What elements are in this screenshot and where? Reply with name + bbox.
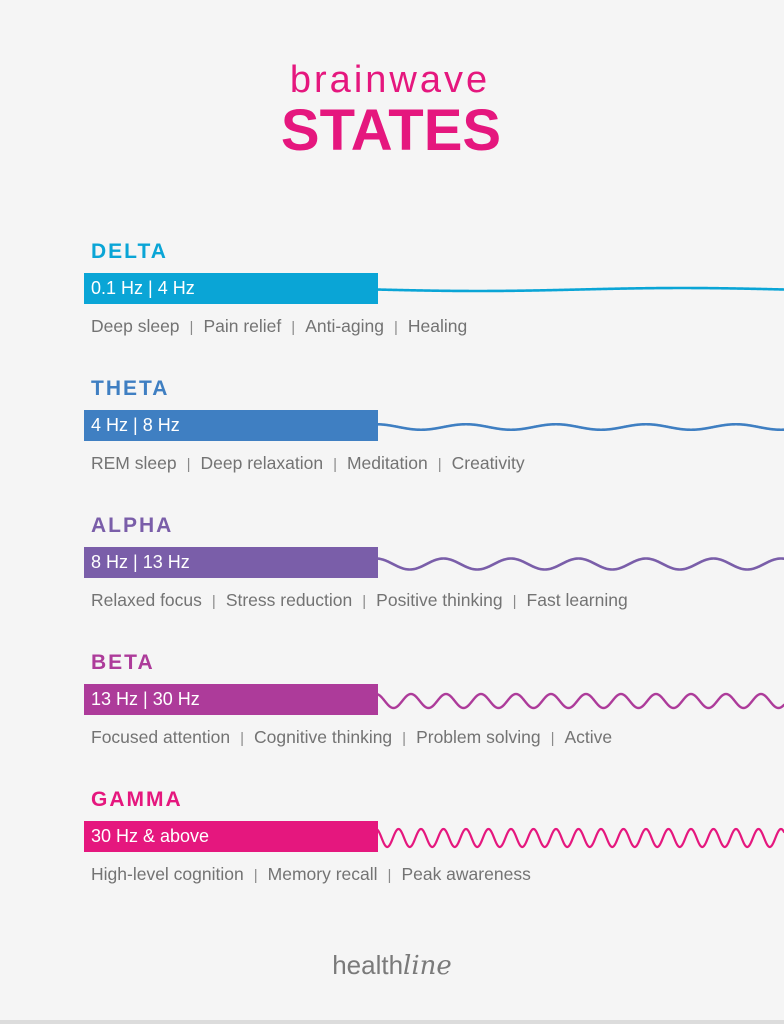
wave-svg (376, 692, 784, 710)
wave-graphic (376, 270, 784, 310)
page-title: STATES (280, 98, 502, 163)
descriptor-separator: | (550, 730, 555, 747)
band-descriptors: Relaxed focus | Stress reduction | Positive … (91, 589, 628, 613)
descriptor-separator: | (189, 319, 194, 336)
band-beta: BETA 13 Hz | 30 Hz Focused attention | Cogni… (0, 651, 784, 761)
descriptor-item: REM sleep (91, 453, 177, 473)
bottom-divider (0, 1020, 784, 1024)
band-name: THETA (91, 377, 170, 400)
wave-graphic (376, 407, 784, 447)
descriptor-separator: | (512, 593, 517, 610)
frequency-range-bar: 30 Hz & above (84, 821, 378, 852)
descriptor-item: Anti-aging (305, 316, 384, 336)
wave-svg (376, 827, 784, 849)
band-name: BETA (91, 651, 155, 674)
header: brainwave STATES (0, 58, 784, 160)
logo-text-health: health (332, 950, 404, 980)
descriptor-item: Stress reduction (225, 590, 353, 610)
descriptor-separator: | (186, 456, 191, 473)
descriptor-item: Deep sleep (91, 316, 180, 336)
descriptor-item: Pain relief (203, 316, 282, 336)
descriptor-separator: | (387, 867, 392, 884)
band-delta: DELTA 0.1 Hz | 4 Hz Deep sleep | Pain relief… (0, 240, 784, 350)
frequency-range-bar: 8 Hz | 13 Hz (84, 547, 378, 578)
descriptor-item: Creativity (451, 453, 525, 473)
descriptor-item: Focused attention (91, 727, 231, 747)
frequency-range-bar: 0.1 Hz | 4 Hz (84, 273, 378, 304)
descriptor-item: High-level cognition (91, 864, 244, 884)
band-descriptors: Focused attention | Cognitive thinking | Pro… (91, 726, 612, 750)
wave-graphic (376, 818, 784, 858)
descriptor-separator: | (253, 867, 258, 884)
descriptor-item: Active (564, 727, 613, 747)
band-descriptors: High-level cognition | Memory recall | Peak … (91, 863, 531, 887)
logo-text-line: line (403, 951, 452, 981)
band-theta: THETA 4 Hz | 8 Hz REM sleep | Deep relaxatio… (0, 377, 784, 487)
healthline-logo: healthline (0, 950, 784, 981)
wave-line (376, 557, 784, 571)
descriptor-item: Relaxed focus (91, 590, 202, 610)
band-name: GAMMA (91, 788, 183, 811)
descriptor-item: Cognitive thinking (254, 727, 393, 747)
descriptor-item: Healing (407, 316, 468, 336)
band-descriptors: REM sleep | Deep relaxation | Meditation | Cre… (91, 452, 525, 476)
band-descriptors: Deep sleep | Pain relief | Anti-aging | Healin… (91, 315, 467, 339)
frequency-range-bar: 4 Hz | 8 Hz (84, 410, 378, 441)
descriptor-item: Peak awareness (401, 864, 531, 884)
descriptor-item: Problem solving (416, 727, 541, 747)
descriptor-item: Deep relaxation (200, 453, 324, 473)
descriptor-item: Memory recall (267, 864, 378, 884)
wave-svg (376, 286, 784, 293)
descriptor-separator: | (362, 593, 367, 610)
descriptor-item: Meditation (346, 453, 428, 473)
wave-line (376, 692, 784, 710)
wave-line (376, 286, 784, 293)
wave-svg (376, 557, 784, 571)
descriptor-separator: | (402, 730, 407, 747)
wave-graphic (376, 544, 784, 584)
descriptor-separator: | (211, 593, 216, 610)
wave-graphic (376, 681, 784, 721)
descriptor-item: Positive thinking (376, 590, 503, 610)
title-subtitle: brainwave (289, 59, 491, 101)
band-name: DELTA (91, 240, 168, 263)
descriptor-separator: | (333, 456, 337, 473)
descriptor-separator: | (240, 730, 245, 747)
band-alpha: ALPHA 8 Hz | 13 Hz Relaxed focus | Stress re… (0, 514, 784, 624)
wave-svg (376, 422, 784, 432)
band-gamma: GAMMA 30 Hz & above High-level cognition | M… (0, 788, 784, 898)
descriptor-separator: | (291, 319, 296, 336)
wave-line (376, 422, 784, 432)
wave-line (376, 827, 784, 849)
descriptor-separator: | (394, 319, 398, 336)
band-name: ALPHA (91, 514, 174, 537)
descriptor-item: Fast learning (526, 590, 628, 610)
frequency-range-bar: 13 Hz | 30 Hz (84, 684, 378, 715)
descriptor-separator: | (437, 456, 442, 473)
